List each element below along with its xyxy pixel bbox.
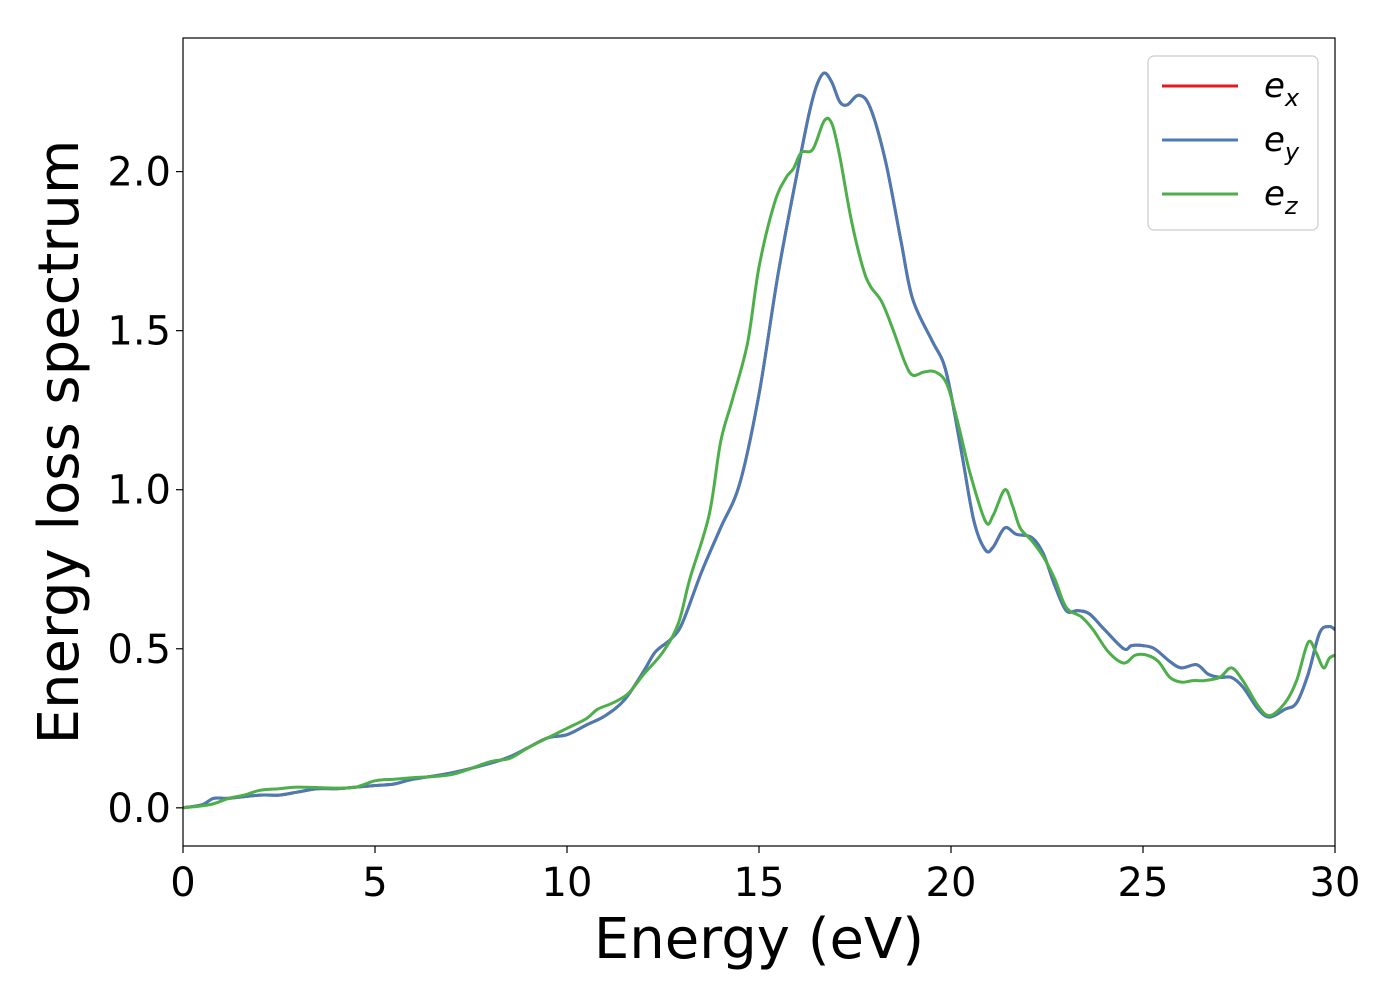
x-tick-label: 0 <box>170 860 195 906</box>
y-axis-title: Energy loss spectrum <box>27 140 92 745</box>
legend-label-x: ex <box>1264 66 1300 112</box>
series-layer <box>183 71 1335 810</box>
y-axis: 0.0 0.5 1.0 1.5 2.0 <box>107 150 183 832</box>
series-line-y <box>183 71 1335 810</box>
legend-label-y: ey <box>1264 120 1300 166</box>
y-tick-label: 1.5 <box>107 309 171 355</box>
legend-label-subscript: x <box>1284 84 1300 112</box>
x-tick-label: 10 <box>542 860 593 906</box>
x-axis-title: Energy (eV) <box>594 907 924 972</box>
legend-box <box>1147 55 1319 231</box>
x-tick-label: 25 <box>1118 860 1169 906</box>
y-tick-label: 0.5 <box>107 627 171 673</box>
legend-label-subscript: y <box>1284 138 1300 166</box>
x-axis: 0 5 10 15 20 25 30 <box>170 846 1360 906</box>
series-line-z <box>183 116 1335 810</box>
y-tick-label: 2.0 <box>107 150 171 196</box>
x-tick-label: 15 <box>734 860 785 906</box>
legend-label-subscript: z <box>1284 192 1299 220</box>
y-tick-label: 1.0 <box>107 468 171 514</box>
x-tick-label: 20 <box>926 860 977 906</box>
legend-label-z: ez <box>1264 174 1299 220</box>
legend-label-base: e <box>1264 66 1285 106</box>
legend-label-base: e <box>1264 174 1285 214</box>
x-tick-label: 30 <box>1310 860 1361 906</box>
x-tick-label: 5 <box>362 860 387 906</box>
y-tick-label: 0.0 <box>107 786 171 832</box>
plot-area <box>183 38 1335 846</box>
legend-label-base: e <box>1264 120 1285 160</box>
